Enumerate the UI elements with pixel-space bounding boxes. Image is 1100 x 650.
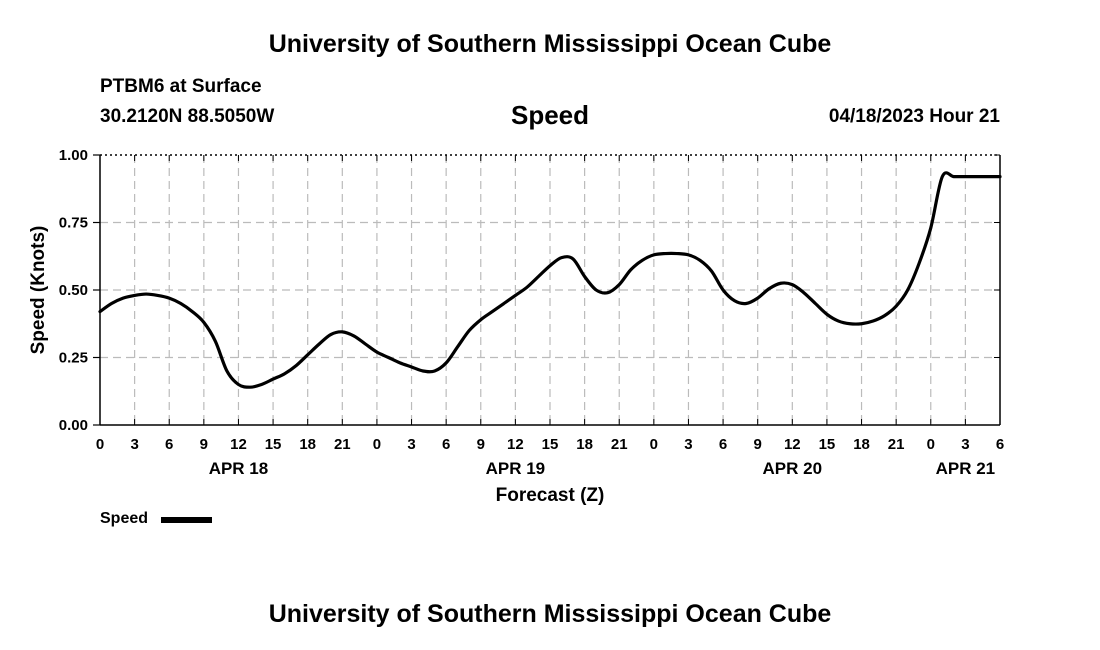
date-label: APR 19: [486, 459, 546, 478]
y-tick-label: 1.00: [59, 147, 88, 164]
date-label: APR 18: [209, 459, 269, 478]
x-tick-label: 12: [507, 436, 524, 453]
x-tick-label: 0: [373, 436, 381, 453]
variable-title: Speed: [510, 100, 590, 130]
x-tick-label: 0: [650, 436, 658, 453]
y-tick-label: 0.75: [59, 215, 88, 232]
x-tick-label: 15: [265, 436, 282, 453]
date-label: APR 21: [936, 459, 996, 478]
x-tick-label: 18: [576, 436, 593, 453]
x-tick-label: 15: [542, 436, 559, 453]
x-tick-label: 3: [130, 436, 138, 453]
x-tick-label: 21: [334, 436, 351, 453]
forecast-datetime: 04/18/2023 Hour 21: [828, 106, 1000, 127]
x-tick-label: 12: [230, 436, 247, 453]
series-line-speed: [98, 171, 1002, 389]
x-tick-label: 9: [200, 436, 208, 453]
x-tick-label: 3: [684, 436, 692, 453]
x-tick-label: 9: [754, 436, 762, 453]
chart-title-bottom: University of Southern Mississippi Ocean…: [268, 600, 832, 628]
grid-layer: [100, 155, 1000, 425]
axes-layer: [93, 154, 1001, 426]
station-label: PTBM6 at Surface: [100, 76, 262, 97]
x-tick-label: 15: [819, 436, 836, 453]
x-tick-label: 21: [611, 436, 628, 453]
x-tick-label: 3: [407, 436, 415, 453]
x-axis-title: Forecast (Z): [496, 485, 605, 506]
legend-swatch: [161, 517, 212, 523]
series-layer: [98, 171, 1002, 389]
date-label: APR 20: [763, 459, 823, 478]
station-coordinates: 30.2120N 88.5050W: [100, 106, 275, 127]
x-tick-label: 0: [96, 436, 104, 453]
y-tick-label: 0.25: [59, 350, 88, 367]
y-tick-label: 0.50: [59, 282, 88, 299]
x-tick-label: 21: [888, 436, 905, 453]
y-tick-label: 0.00: [59, 417, 88, 434]
x-tick-label: 3: [961, 436, 969, 453]
x-tick-label: 6: [165, 436, 173, 453]
x-tick-label: 9: [477, 436, 485, 453]
x-tick-label: 18: [853, 436, 870, 453]
x-tick-label: 0: [927, 436, 935, 453]
x-tick-label: 6: [442, 436, 450, 453]
x-tick-label: 12: [784, 436, 801, 453]
labels-layer: 0 3 6 9 12 15 18 21 0 3 6 9 12 15 18 21 0 3 6 9 12 15 18 21 0 3 6 0…: [28, 147, 1004, 506]
x-tick-label: 18: [299, 436, 316, 453]
y-axis-title: Speed (Knots): [28, 226, 49, 355]
x-tick-label: 6: [996, 436, 1004, 453]
legend-label: Speed: [100, 510, 149, 527]
chart-title-top: University of Southern Mississippi Ocean…: [268, 30, 832, 58]
x-tick-label: 6: [719, 436, 727, 453]
